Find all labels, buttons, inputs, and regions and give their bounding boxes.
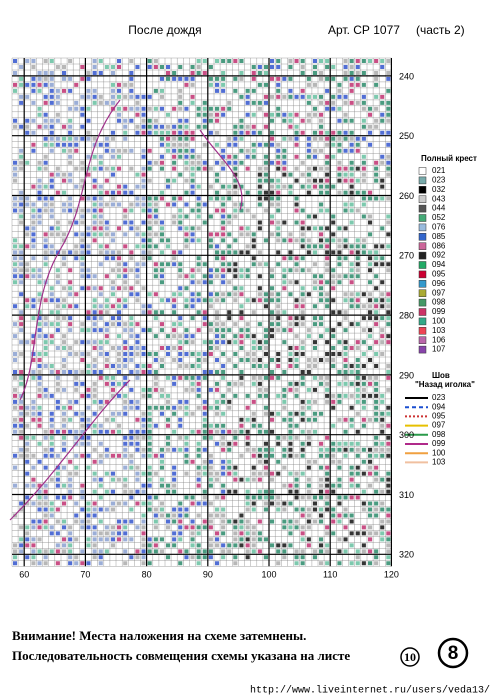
legend-code: 032	[432, 185, 446, 194]
symbol-swatch	[418, 176, 427, 185]
row-number: 260	[399, 191, 414, 201]
legend-code: 044	[432, 204, 446, 213]
symbol-swatch	[418, 317, 427, 326]
stitch-symbols	[13, 59, 146, 566]
legend-code: 100	[432, 448, 446, 457]
symbol-swatch	[418, 270, 427, 279]
stitch-symbols	[13, 59, 391, 566]
symbol-swatch	[418, 298, 427, 307]
symbol-swatch	[418, 327, 427, 335]
legend-code: 103	[432, 326, 446, 335]
legend-code: 094	[432, 402, 446, 411]
row-number: 320	[399, 550, 414, 560]
symbol-swatch	[418, 223, 427, 232]
legend-code: 052	[432, 213, 446, 222]
row-number: 280	[399, 311, 414, 321]
symbol-swatch	[418, 280, 427, 288]
legend-code: 100	[432, 317, 446, 326]
symbol-swatch	[418, 345, 427, 354]
symbol-swatch	[418, 204, 427, 213]
row-number: 270	[399, 251, 414, 261]
url: http://www.liveinternet.ru/users/veda13/	[250, 685, 490, 697]
stitch-symbols	[13, 59, 391, 566]
row-number: 290	[399, 370, 414, 380]
footer-text: Последовательность совмещения схемы указ…	[12, 648, 350, 663]
legend-code: 097	[432, 288, 446, 297]
sheet-ref: 10	[404, 650, 416, 664]
column-number: 80	[142, 570, 152, 580]
legend-code: 094	[432, 260, 446, 269]
row-number: 300	[399, 430, 414, 440]
row-number: 240	[399, 71, 414, 81]
row-number: 250	[399, 131, 414, 141]
backstitch-decor	[9, 99, 243, 521]
legend-subtitle: "Назад иголка"	[415, 380, 475, 389]
column-number: 110	[323, 570, 337, 580]
legend-code: 099	[432, 307, 446, 316]
legend-code: 092	[432, 251, 446, 260]
legend-code: 095	[432, 412, 446, 421]
symbol-swatch	[418, 336, 427, 344]
column-number: 60	[19, 570, 29, 580]
legend-code: 095	[432, 270, 446, 279]
symbol-swatch	[418, 289, 427, 297]
symbol-swatch	[418, 186, 427, 194]
symbol-swatch	[418, 233, 427, 241]
sheet-circle	[400, 647, 420, 667]
footer-text: Внимание! Места наложения на схеме затем…	[12, 628, 306, 643]
page-circle	[437, 637, 469, 669]
symbol-swatch	[418, 261, 427, 269]
symbol-swatch	[418, 167, 427, 175]
legend-code: 086	[432, 241, 446, 250]
legend-code: 107	[432, 345, 446, 354]
legend-code: 043	[432, 194, 446, 203]
page-number: 8	[448, 643, 459, 664]
column-number: 120	[384, 570, 399, 580]
pattern-grid	[9, 57, 392, 567]
legend-code: 085	[432, 232, 446, 241]
grid-lines	[11, 57, 392, 567]
column-number: 70	[80, 570, 90, 580]
legend-code: 106	[432, 335, 446, 344]
legend-code: 097	[432, 421, 446, 430]
title: После дождя	[128, 23, 201, 37]
symbol-swatch	[418, 195, 427, 203]
column-number: 100	[262, 570, 277, 580]
legend-code: 098	[432, 298, 446, 307]
row-number: 310	[399, 490, 414, 500]
symbol-swatch	[418, 308, 427, 316]
legend-title: Шов	[432, 371, 450, 380]
legend-code: 099	[432, 439, 446, 448]
column-number: 90	[203, 570, 213, 580]
symbol-swatch	[418, 251, 427, 260]
legend-code: 096	[432, 279, 446, 288]
legend-code: 103	[432, 458, 446, 467]
legend: Полный крест Шов "Назад иголка" 02102303…	[405, 154, 477, 467]
legend-title: Полный крест	[421, 154, 477, 163]
legend-code: 076	[432, 223, 446, 232]
legend-code: 023	[432, 393, 446, 402]
symbol-swatch	[418, 214, 427, 222]
part: (часть 2)	[416, 23, 465, 37]
legend-code: 098	[432, 430, 446, 439]
article: Арт. СР 1077	[328, 23, 400, 37]
legend-code: 021	[432, 166, 446, 175]
legend-code: 023	[432, 176, 446, 185]
symbol-swatch	[418, 242, 427, 250]
grid-major-lines	[12, 58, 392, 567]
